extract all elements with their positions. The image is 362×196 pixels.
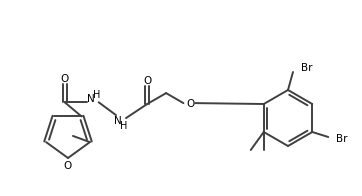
Text: N: N [114, 116, 122, 126]
Text: H: H [93, 90, 100, 100]
Text: Br: Br [336, 134, 348, 144]
Text: O: O [60, 74, 69, 84]
Text: H: H [120, 121, 128, 131]
Text: N: N [87, 94, 94, 104]
Text: O: O [64, 161, 72, 171]
Text: O: O [186, 99, 194, 109]
Text: Br: Br [301, 63, 312, 73]
Text: O: O [143, 76, 151, 86]
